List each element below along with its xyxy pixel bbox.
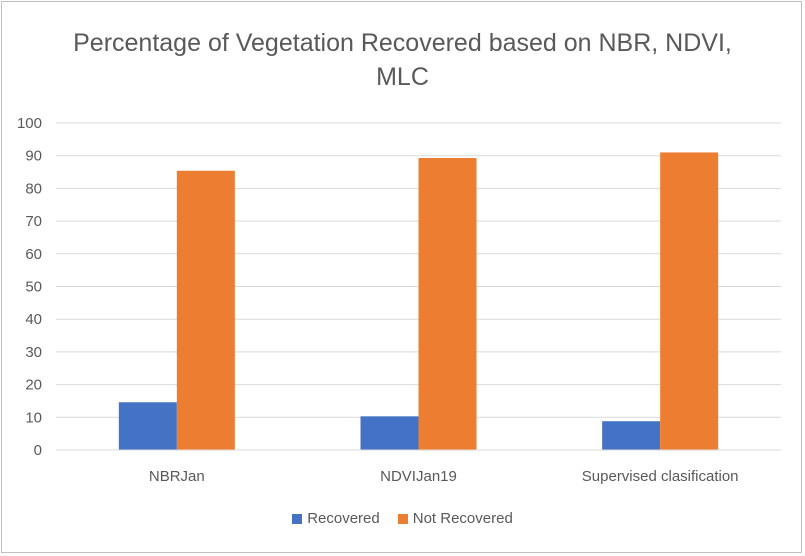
legend-swatch-not-recovered — [397, 513, 408, 524]
y-tick-label-0: 0 — [34, 442, 42, 459]
y-tick-label-60: 60 — [25, 246, 42, 263]
bar-recovered-1 — [360, 416, 419, 450]
y-tick-label-70: 70 — [25, 213, 42, 230]
y-tick-label-80: 80 — [25, 180, 42, 197]
y-tick-label-10: 10 — [25, 409, 42, 426]
x-tick-label-1: NDVIJan19 — [380, 468, 457, 485]
y-tick-label-20: 20 — [25, 377, 42, 394]
y-tick-label-50: 50 — [25, 279, 42, 296]
legend-label-recovered: Recovered — [307, 510, 380, 527]
chart-title: Percentage of Vegetation Recovered based… — [73, 29, 732, 91]
bar-recovered-2 — [602, 421, 661, 450]
x-tick-label-2: Supervised clasification — [582, 468, 739, 485]
legend-item-recovered: Recovered — [292, 510, 380, 527]
y-tick-label-90: 90 — [25, 148, 42, 165]
bar-not-recovered-1 — [418, 157, 477, 450]
legend: Recovered Not Recovered — [0, 510, 805, 527]
y-tick-label-100: 100 — [17, 115, 42, 132]
bar-recovered-0 — [118, 402, 177, 450]
bar-not-recovered-0 — [176, 170, 235, 450]
x-tick-label-0: NBRJan — [149, 468, 205, 485]
y-tick-label-30: 30 — [25, 344, 42, 361]
legend-label-not-recovered: Not Recovered — [412, 510, 513, 527]
y-tick-label-40: 40 — [25, 311, 42, 328]
legend-item-not-recovered: Not Recovered — [397, 510, 513, 527]
legend-swatch-recovered — [292, 513, 303, 524]
bar-not-recovered-2 — [660, 152, 719, 450]
